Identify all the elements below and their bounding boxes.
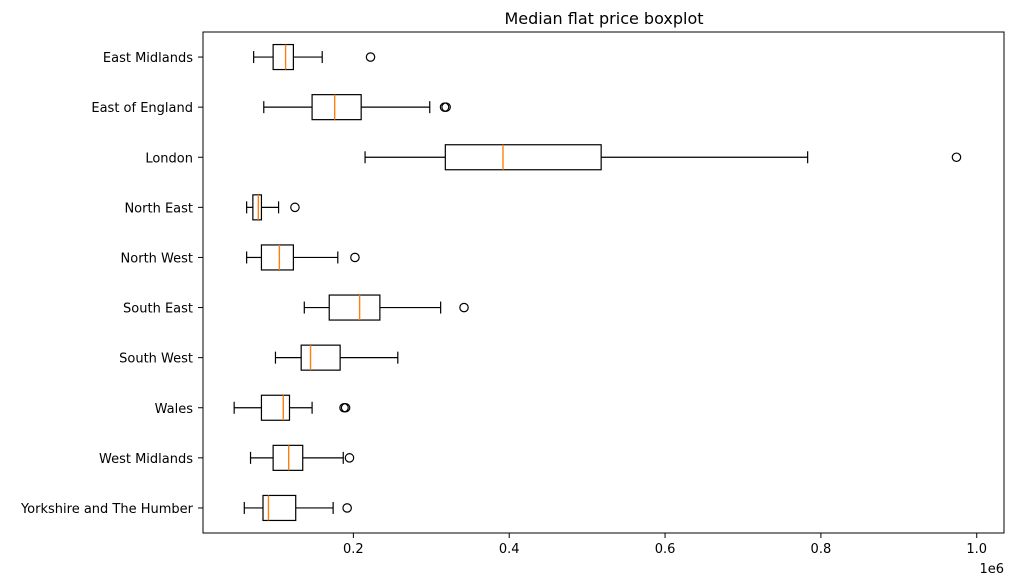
outlier-point — [290, 202, 300, 213]
outlier-point — [340, 402, 351, 413]
x-tick-label: 0.4 — [499, 542, 520, 557]
plot-frame — [202, 31, 1005, 534]
box — [272, 444, 304, 471]
y-tick-label: South West — [119, 352, 193, 367]
outlier-point — [365, 52, 376, 62]
x-tick-label: 0.6 — [655, 542, 676, 557]
x-tick-label: 0.2 — [343, 542, 364, 557]
box — [444, 144, 602, 171]
y-tick-label: London — [145, 151, 193, 166]
outlier-point — [441, 102, 451, 112]
box — [260, 244, 294, 271]
box — [262, 494, 297, 522]
x-tick-label: 0.8 — [811, 542, 832, 557]
box — [260, 394, 291, 421]
outlier-point — [350, 252, 360, 263]
chart-title: Median flat price boxplot — [504, 9, 703, 28]
y-tick-label: South East — [123, 302, 193, 317]
y-tick-label: Yorkshire and The Humber — [20, 502, 194, 517]
y-tick-label: West Midlands — [99, 452, 193, 467]
box — [300, 344, 341, 371]
box — [311, 94, 362, 121]
x-axis-offset-label: 1e6 — [979, 562, 1004, 577]
y-tick-label: Wales — [155, 402, 194, 417]
box — [328, 294, 381, 321]
y-tick-label: North East — [124, 201, 193, 216]
outlier-point — [459, 302, 469, 313]
plot-area: 0.2 0.4 0.6 0.8 1.0 East Midlands East of Engl… — [20, 31, 1005, 557]
box — [272, 43, 294, 71]
outlier-point — [344, 453, 355, 463]
outlier-point — [951, 152, 962, 163]
x-tick-label: 1.0 — [966, 542, 987, 557]
box — [252, 194, 263, 221]
y-tick-label: North West — [121, 251, 193, 266]
y-tick-label: East Midlands — [103, 51, 193, 66]
outlier-point — [342, 503, 352, 513]
y-tick-label: East of England — [91, 101, 193, 116]
